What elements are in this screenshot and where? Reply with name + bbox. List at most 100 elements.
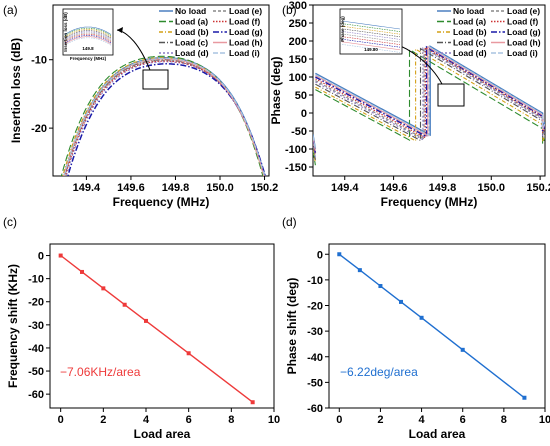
inset-line xyxy=(64,32,112,41)
legend-label: Load (f) xyxy=(229,17,260,27)
plot-frame xyxy=(312,4,546,177)
series-line xyxy=(315,47,545,142)
zoom-box xyxy=(437,83,465,107)
inset-line xyxy=(64,26,112,35)
plot-frame xyxy=(49,243,275,409)
inset-line xyxy=(64,37,112,46)
x-tick-label: 8 xyxy=(228,414,234,426)
x-axis-label: Load area xyxy=(409,427,466,441)
legend-label: Load (a) xyxy=(453,17,486,27)
panel-label-c: (c) xyxy=(3,215,17,229)
series-line xyxy=(315,45,545,137)
inset-y-label: Insertion loss (dB) xyxy=(63,12,68,52)
y-tick-label: -60 xyxy=(307,403,323,415)
y-tick-label: 300 xyxy=(289,0,307,12)
panel-label-d: (d) xyxy=(282,215,297,229)
series-line xyxy=(315,45,545,137)
panel-label-b: (b) xyxy=(282,3,297,17)
data-point xyxy=(101,286,106,291)
inset-line xyxy=(341,41,401,51)
legend-label: Load (g) xyxy=(507,27,541,37)
data-point xyxy=(80,269,84,274)
series-line xyxy=(315,47,545,141)
inset-line xyxy=(64,29,112,38)
y-tick-label: -20 xyxy=(28,297,44,309)
x-tick-label: 150.0 xyxy=(478,182,506,194)
inset-line xyxy=(64,33,112,42)
y-axis-label: Phase shift (deg) xyxy=(285,278,299,375)
y-tick-label: -20 xyxy=(307,301,323,313)
inset-line xyxy=(64,31,112,40)
y-axis-label: Frequency shift (KHz) xyxy=(6,264,20,388)
y-tick-label: 50 xyxy=(295,90,307,102)
data-point xyxy=(337,252,342,257)
x-tick-label: 150.2 xyxy=(251,182,279,194)
data-point xyxy=(419,315,424,320)
legend-label: Load (b) xyxy=(175,27,209,37)
x-tick-label: 150.0 xyxy=(206,182,234,194)
x-axis-label: Load area xyxy=(134,427,191,441)
x-tick-label: 149.6 xyxy=(380,182,408,194)
series-line xyxy=(65,61,266,176)
y-tick-label: -100 xyxy=(285,144,307,156)
y-tick-label: 0 xyxy=(317,249,323,261)
curves xyxy=(313,45,545,166)
x-axis-label: Frequency (MHz) xyxy=(113,195,210,209)
legend-label: Load (d) xyxy=(175,48,209,58)
x-tick-label: 0 xyxy=(336,414,342,426)
inset-line xyxy=(341,38,401,48)
inset-line xyxy=(341,25,401,35)
y-tick-label: -150 xyxy=(285,162,307,174)
plot-frame xyxy=(52,4,270,177)
inset-x-tick: 149.8 xyxy=(82,46,94,51)
plot-frame xyxy=(328,243,546,409)
y-tick-label: 0 xyxy=(38,251,44,263)
data-point xyxy=(460,347,465,352)
series-line xyxy=(315,48,545,142)
series-line xyxy=(64,60,265,176)
x-tick-label: 6 xyxy=(460,414,466,426)
series-line xyxy=(63,57,266,176)
zoom-box xyxy=(142,69,169,90)
inset-x-tick: 149.80 xyxy=(364,47,378,52)
series-line xyxy=(315,45,545,138)
y-tick-label: 100 xyxy=(289,72,307,84)
y-tick-label: -40 xyxy=(307,352,323,364)
series-line xyxy=(315,46,545,140)
y-tick-label: 150 xyxy=(289,54,307,66)
legend-label: Load (c) xyxy=(175,38,208,48)
x-tick-label: 0 xyxy=(58,414,64,426)
panel-label-a: (a) xyxy=(3,3,18,17)
x-tick-label: 6 xyxy=(186,414,192,426)
y-tick-label: -40 xyxy=(28,343,44,355)
data-point xyxy=(144,318,148,323)
legend-label: Load (h) xyxy=(229,38,263,48)
y-tick-label: -50 xyxy=(307,377,323,389)
legend-label: Load (c) xyxy=(453,38,486,48)
inset-line xyxy=(341,20,401,30)
x-tick-label: 149.4 xyxy=(331,182,359,194)
inset-line xyxy=(341,33,401,43)
y-tick-label: -50 xyxy=(28,366,44,378)
inset-frame xyxy=(62,8,114,56)
series-line xyxy=(313,135,316,151)
legend-label: Load (i) xyxy=(229,48,260,58)
legend-label: Load (e) xyxy=(507,6,540,16)
inset-line xyxy=(341,23,401,32)
y-tick-label: -10 xyxy=(307,275,323,287)
slope-annotation: −7.06KHz/area xyxy=(60,365,141,379)
legend-label: Load (g) xyxy=(229,27,263,37)
y-tick-label: 200 xyxy=(289,36,307,48)
data-point xyxy=(522,395,527,400)
x-tick-label: 4 xyxy=(143,414,150,426)
inset-line xyxy=(64,30,112,39)
y-tick-label: -50 xyxy=(291,126,307,138)
y-axis-label: Insertion loss (dB) xyxy=(9,38,23,143)
series-line xyxy=(313,150,316,166)
data-point xyxy=(58,253,63,258)
y-tick-label: -30 xyxy=(307,326,323,338)
inset-line xyxy=(64,36,112,45)
data-point xyxy=(186,351,191,356)
series-line xyxy=(315,48,545,144)
inset-line xyxy=(341,36,401,45)
